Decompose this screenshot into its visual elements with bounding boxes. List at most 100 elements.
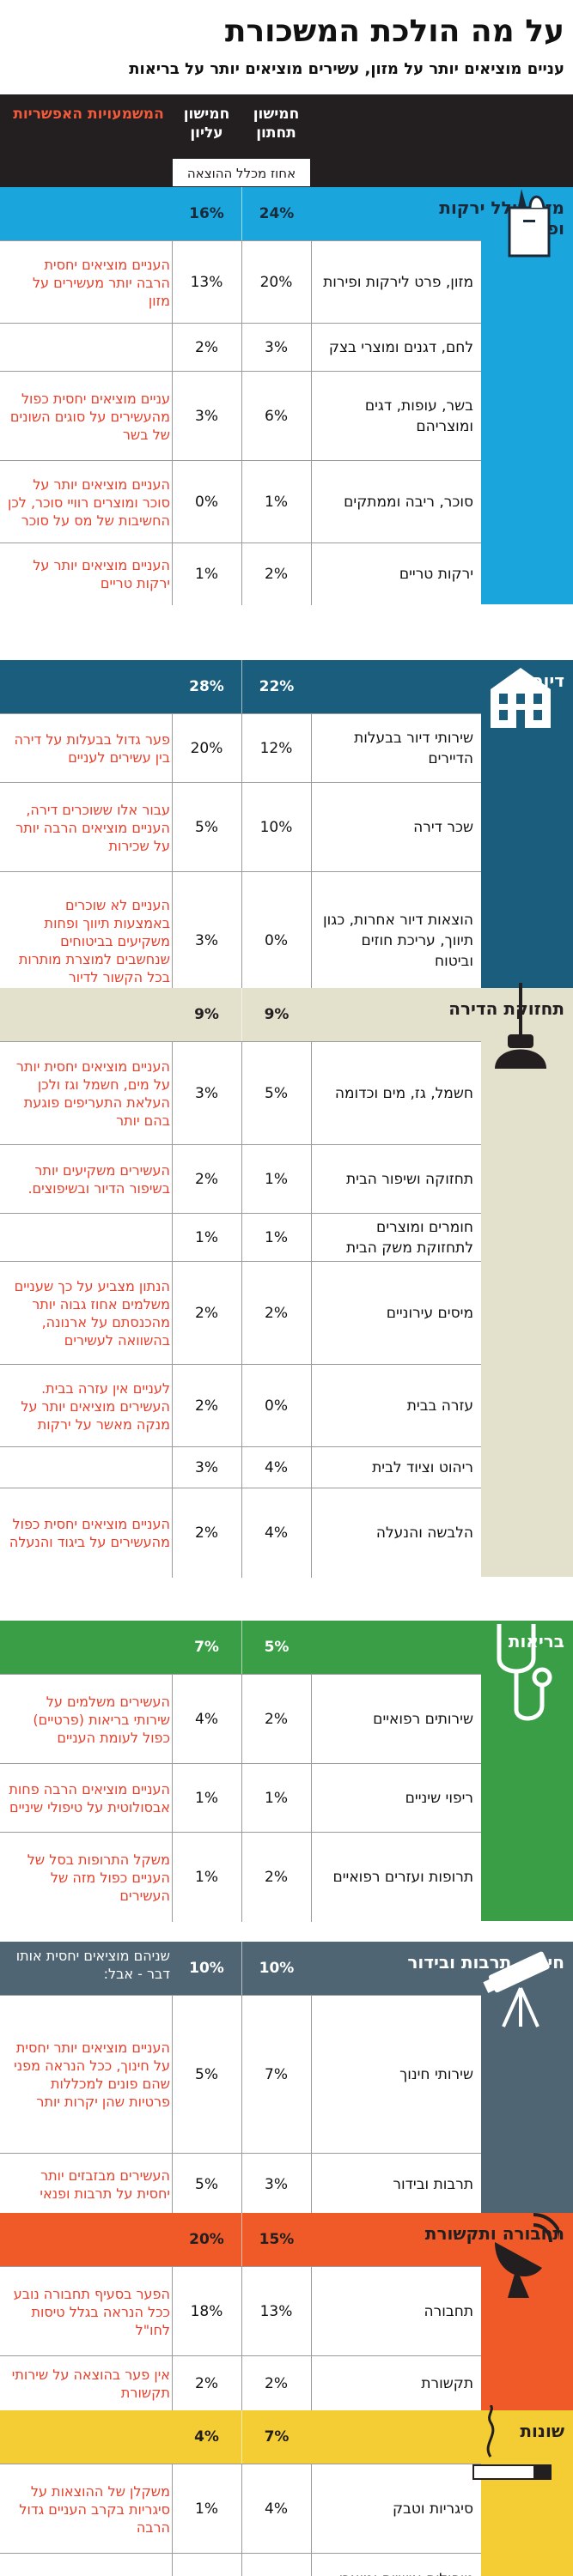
table-row: סוכר, ריבה וממתקים 1% 0% העניים מוציאים יות… [0, 460, 573, 543]
section-title: תחזוקת הדירה [448, 998, 564, 1019]
row-note: העניים מוציאים יותר על ירקות טריים [33, 557, 170, 591]
row-background [0, 872, 481, 1009]
row-bottom-value: 10% [259, 819, 293, 836]
row-label: ירקות טריים [399, 566, 473, 583]
row-label: לחם, דגנים ומוצרי בצק [328, 339, 473, 356]
section-header: שונות 7% 4% [0, 2410, 573, 2464]
row-top-value: 13% [190, 274, 223, 291]
section-bottom-value: 7% [241, 2410, 311, 2464]
column-divider [241, 2356, 242, 2411]
row-note: משקלן של ההוצאות על סיגריות בקרב העניים … [19, 2482, 170, 2536]
row-bottom-value: 4% [265, 1459, 288, 1476]
row-top-value: 3% [195, 1459, 218, 1476]
col-unit: אחוז מכלל ההוצאה [172, 158, 311, 187]
section-health: בריאות 5% 7% שירותים רפואיים 2% 4% העשירים משל… [0, 1621, 573, 1922]
column-divider [311, 2554, 312, 2576]
column-divider [311, 2154, 312, 2215]
row-label: מיסים עירוניים [386, 1305, 473, 1322]
column-divider [311, 1675, 312, 1764]
row-bottom-value: 2% [265, 1869, 288, 1886]
table-row: ירקות טריים 2% 1% העניים מוציאים יותר על יר… [0, 542, 573, 605]
row-background [0, 1145, 481, 1214]
section-bottom-value: 22% [241, 660, 311, 713]
row-label: מזון, פרט לירקות ופירות [323, 274, 473, 291]
row-background [0, 714, 481, 783]
column-divider [241, 461, 242, 543]
row-background [0, 1833, 481, 1922]
row-label: סיגריות וטבק [393, 2500, 473, 2518]
section-side-strip [481, 240, 573, 604]
stethoscope-icon [482, 1615, 559, 1730]
row-label: תרופות ועזרים רפואיים [332, 1869, 473, 1886]
row-bottom-value: 1% [265, 494, 288, 511]
section-misc: שונות 7% 4% סיגריות וטבק 4% 1% משקלן של ההוצאו… [0, 2403, 573, 2576]
column-header: חמישון תחתון חמישון עליון המשמעויות האפש… [0, 94, 573, 187]
table-row: מזון, פרט לירקות ופירות 20% 13% העניים מוצי… [0, 240, 573, 324]
table-row: חומרים ומוצרים לתחזוקת משק הבית 1% 1% [0, 1213, 573, 1262]
column-divider [241, 1365, 242, 1447]
section-header: תחזוקת הדירה 9% 9% [0, 988, 573, 1041]
column-divider [172, 783, 173, 872]
section-maintenance: תחזוקת הדירה 9% 9% חשמל, גז, מים וכדומה 5% 3%… [0, 983, 573, 1578]
row-bottom-value: 0% [265, 932, 288, 949]
section-header: בריאות 5% 7% [0, 1621, 573, 1674]
column-divider [172, 1675, 173, 1764]
table-row: חשמל, גז, מים וכדומה 5% 3% העניים מוציאים י… [0, 1041, 573, 1145]
column-divider [241, 1488, 242, 1578]
section-side-strip [481, 1674, 573, 1921]
row-top-value: 2% [195, 1305, 218, 1322]
row-background [0, 1996, 481, 2154]
column-divider [172, 461, 173, 543]
row-top-value: 0% [195, 494, 218, 511]
column-divider [172, 1833, 173, 1922]
section-side-strip [481, 713, 573, 1009]
column-divider [241, 324, 242, 372]
row-background [0, 1447, 481, 1488]
column-divider [241, 2464, 242, 2554]
row-background [0, 2267, 481, 2356]
row-top-value: 2% [195, 1171, 218, 1188]
section-bottom-value: 9% [241, 988, 311, 1041]
row-top-value: 3% [195, 408, 218, 425]
row-bottom-value: 13% [259, 2303, 293, 2320]
column-divider [241, 372, 242, 461]
column-divider [241, 1447, 242, 1488]
table-row: תקשורת 2% 2% אין פער בהוצאה על שירותי תקשור… [0, 2355, 573, 2411]
table-row: שירותי חינוך 7% 5% העניים מוציאים יותר יחסי… [0, 1995, 573, 2154]
section-bottom-value: 10% [241, 1942, 311, 1995]
row-label: תחבורה [424, 2303, 473, 2320]
column-divider [172, 241, 173, 324]
row-note: העניים מוציאים יותר יחסית על חינוך, ככל … [14, 2040, 170, 2110]
table-row: מיסים עירוניים 2% 2% הנתון מצביע על כך שעני… [0, 1261, 573, 1365]
row-label: הוצאות דיור אחרות, כגון תיווך, עריכת חוז… [322, 912, 473, 970]
row-note: העניים מוציאים יותר על סוכר ומוצרים רווי… [7, 476, 170, 529]
row-bottom-value: 12% [259, 740, 293, 757]
row-top-value: 3% [195, 932, 218, 949]
row-label: חומרים ומוצרים לתחזוקת משק הבית [345, 1219, 473, 1257]
column-divider [311, 241, 312, 324]
row-label: שירותי חינוך [399, 2066, 473, 2083]
row-bottom-value: 2% [265, 2375, 288, 2392]
row-background [0, 543, 481, 605]
row-label: הלבשה והנעלה [375, 1524, 473, 1542]
column-divider [311, 1488, 312, 1578]
telescope-icon [482, 1937, 559, 2034]
section-top-value: 4% [194, 2428, 219, 2446]
row-top-value: 5% [195, 2066, 218, 2083]
row-label: תקשורת [421, 2375, 473, 2392]
column-divider [172, 2356, 173, 2411]
section-top-value: 10% [189, 1960, 224, 1977]
cigarette-icon [465, 2403, 559, 2503]
table-row: הוצאות דיור אחרות, כגון תיווך, עריכת חוז… [0, 871, 573, 1009]
row-background [0, 241, 481, 324]
row-label: בשר, עופות, דגים ומוצריהם [364, 397, 473, 435]
table-row: בשר, עופות, דגים ומוצריהם 6% 3% עניים מוציא… [0, 371, 573, 461]
table-row: לחם, דגנים ומוצרי בצק 3% 2% [0, 323, 573, 372]
column-divider [172, 543, 173, 605]
row-top-value: 5% [195, 819, 218, 836]
column-divider [241, 2267, 242, 2356]
section-header: מזון כולל ירקות ופירות24%16% [0, 187, 573, 240]
col-reasons: המשמעויות האפשריות [13, 106, 164, 123]
column-divider [311, 1833, 312, 1922]
row-background [0, 1214, 481, 1262]
